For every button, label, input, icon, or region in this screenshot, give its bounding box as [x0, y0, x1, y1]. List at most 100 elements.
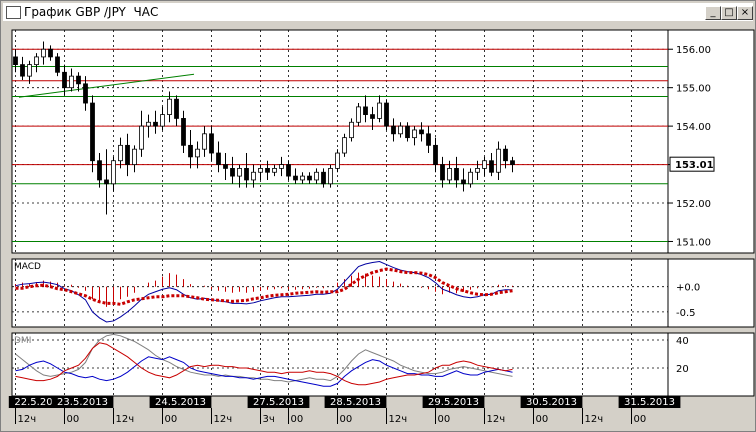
title-bar[interactable]: График GBP /JPY ЧАС _ □ ×: [3, 3, 753, 21]
price-tick-label: 152.00: [676, 199, 711, 210]
dmi-minus-di-line: [15, 342, 513, 386]
candle-body: [251, 171, 256, 181]
date-label: 23.5.2013: [57, 397, 108, 408]
date-label-box: [8, 396, 59, 408]
candle-body: [125, 144, 130, 165]
price-tick-label: 156.00: [676, 45, 711, 56]
hour-label: 00: [67, 414, 80, 425]
candle-body: [139, 125, 144, 150]
dmi-tick-label: 20: [676, 364, 689, 375]
dmi-axis-strip: [667, 332, 755, 397]
candle-body: [62, 71, 67, 89]
candle-body: [181, 118, 186, 146]
candle-body: [496, 148, 501, 173]
candle-body: [328, 168, 333, 185]
candle-body: [97, 160, 102, 181]
candle-body: [440, 164, 445, 181]
chart-app-icon: [6, 6, 21, 19]
candle-body: [363, 106, 368, 115]
candle-body: [293, 175, 298, 181]
candle-body: [412, 129, 417, 139]
candle-body: [342, 137, 347, 154]
candle-body: [167, 98, 172, 115]
last-price-box: [669, 156, 715, 172]
candle-body: [307, 175, 312, 181]
dmi-label: DMI: [14, 336, 31, 346]
candle-body: [447, 168, 452, 181]
candle-body: [48, 48, 53, 58]
date-label-box: [51, 396, 114, 408]
macd-line: [15, 261, 513, 323]
macd-tick-label: +0.0: [676, 283, 700, 294]
macd-signal-line: [15, 267, 513, 306]
date-label-box: [520, 396, 583, 408]
hour-label: 00: [634, 414, 647, 425]
candle-body: [321, 171, 326, 185]
candle-body: [160, 114, 165, 127]
maximize-button[interactable]: □: [721, 6, 737, 20]
candle-body: [202, 133, 207, 150]
candle-body: [314, 171, 319, 181]
candle-body: [384, 102, 389, 127]
dmi-panel: [11, 332, 669, 397]
candle-body: [349, 121, 354, 139]
candle-body: [55, 56, 60, 73]
candle-body: [419, 129, 424, 135]
candle-body: [482, 160, 487, 169]
candle-body: [223, 164, 228, 169]
candle-body: [104, 179, 109, 185]
candle-body: [230, 168, 235, 177]
hour-label: 12ч: [116, 414, 135, 425]
candle-body: [174, 98, 179, 119]
candle-body: [461, 179, 466, 185]
candle-body: [153, 121, 158, 127]
candle-body: [503, 148, 508, 162]
candle-body: [188, 144, 193, 158]
candle-body: [426, 133, 431, 146]
hour-label: 00: [340, 414, 353, 425]
candle-body: [118, 144, 123, 162]
candle-body: [489, 160, 494, 173]
candle-body: [195, 148, 200, 158]
candle-body: [335, 152, 340, 169]
hour-label: 00: [438, 414, 451, 425]
hour-label: 00: [165, 414, 178, 425]
candle-body: [454, 168, 459, 181]
candle-body: [209, 133, 214, 154]
dmi-adx-line: [15, 333, 513, 383]
candle-body: [370, 114, 375, 119]
candle-body: [468, 171, 473, 185]
candle-body: [377, 102, 382, 119]
hour-label: 3ч: [263, 414, 275, 425]
price-tick-label: 154.00: [676, 122, 711, 133]
date-label: 24.5.2013: [155, 397, 206, 408]
date-label-box: [149, 396, 212, 408]
hour-label: 12ч: [487, 414, 506, 425]
candle-body: [258, 168, 263, 173]
candle-body: [356, 106, 361, 123]
candle-body: [391, 125, 396, 135]
date-label: 22.5.20: [14, 397, 52, 408]
candle-body: [510, 160, 515, 165]
candle-body: [300, 175, 305, 181]
macd-axis-strip: [667, 258, 755, 328]
candle-body: [216, 152, 221, 165]
minimize-button[interactable]: _: [705, 6, 721, 20]
hour-label: 12ч: [389, 414, 408, 425]
price-panel: [11, 29, 669, 254]
candle-body: [76, 75, 81, 85]
last-price-label: 153.01: [675, 160, 714, 171]
dmi-tick-label: 40: [676, 336, 689, 347]
candle-body: [69, 75, 74, 89]
close-button[interactable]: ×: [737, 6, 753, 20]
price-tick-label: 151.00: [676, 237, 711, 248]
candle-body: [279, 164, 284, 169]
candle-body: [83, 83, 88, 104]
candle-body: [475, 168, 480, 173]
candle-body: [237, 168, 242, 177]
macd-label: MACD: [14, 262, 41, 272]
hour-label: 00: [291, 414, 304, 425]
dmi-plus-di-line: [15, 356, 513, 387]
candle-body: [405, 125, 410, 139]
